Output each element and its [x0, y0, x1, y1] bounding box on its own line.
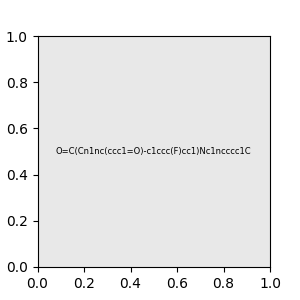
Text: O=C(Cn1nc(ccc1=O)-c1ccc(F)cc1)Nc1ncccc1C: O=C(Cn1nc(ccc1=O)-c1ccc(F)cc1)Nc1ncccc1C: [56, 147, 252, 156]
